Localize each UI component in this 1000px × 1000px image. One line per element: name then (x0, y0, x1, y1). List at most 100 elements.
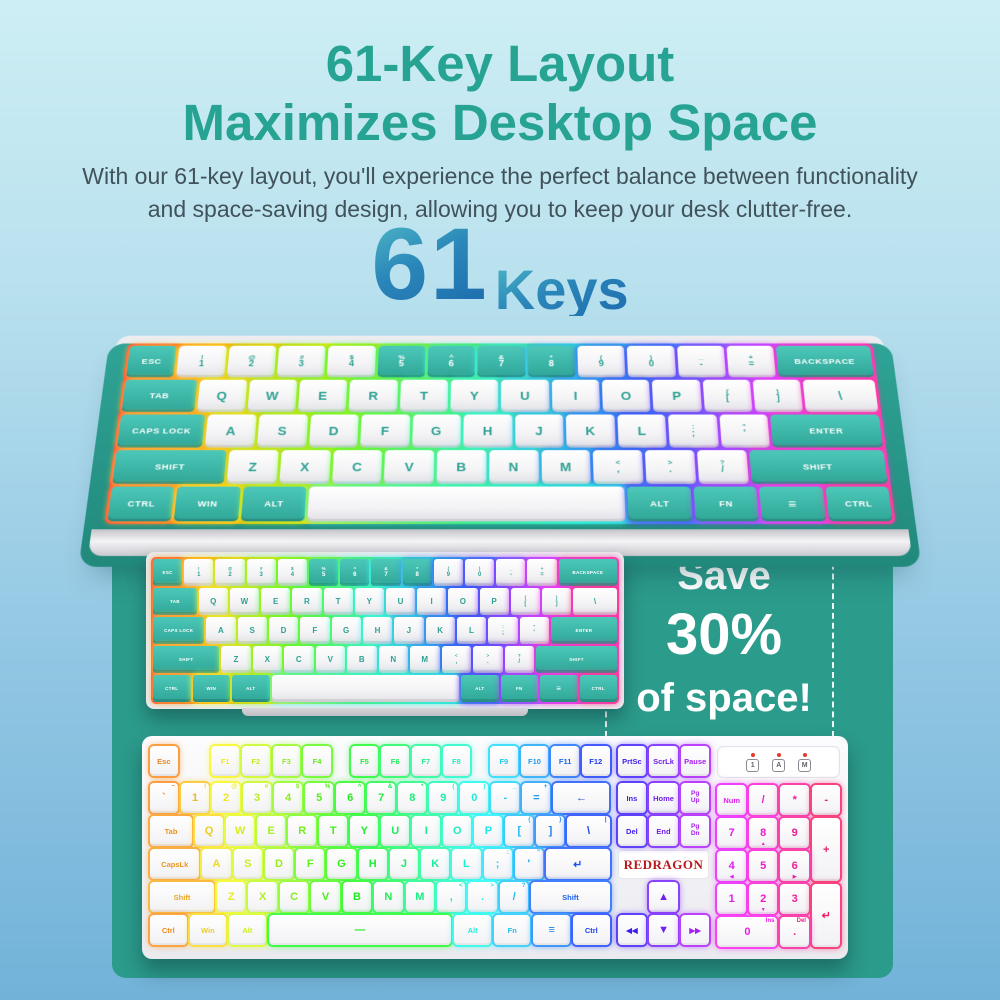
keycap: + = (726, 345, 777, 378)
keycap: {[ (510, 588, 541, 615)
keycap: ScrLk (649, 746, 678, 776)
keycap: 5 (748, 851, 778, 881)
keycap: C (279, 882, 309, 912)
keycap: O (601, 379, 652, 413)
keycap: P (652, 379, 702, 413)
title-line-1: 61-Key Layout (325, 35, 675, 92)
keycap: Del (617, 816, 647, 846)
keycap: V (315, 646, 346, 673)
keycap: T (323, 588, 353, 615)
keycap (271, 675, 459, 702)
keycap: }] (752, 379, 804, 413)
keyboard-row: CTRL WIN ALT ALT FN ≡ CTRL (153, 675, 617, 702)
keycap: C (284, 646, 314, 673)
key-gap (334, 746, 348, 776)
keycap: CAPS LOCK (153, 617, 205, 644)
keycap: F (300, 617, 330, 644)
keycap: E (298, 379, 348, 413)
keycap: M (410, 646, 440, 673)
key-count-number: 61 (371, 207, 489, 321)
keycap: V (384, 450, 435, 485)
keyboard-row: PrtSc ScrLk Pause (617, 746, 710, 776)
subtitle: With our 61-key layout, you'll experienc… (0, 160, 1000, 227)
keycap: E (261, 588, 291, 615)
keycap: FN (500, 675, 538, 702)
keycap: 2 @ (212, 783, 241, 813)
indicator-led: A (772, 752, 786, 772)
keycap: ALT (627, 486, 693, 522)
keycap: H (358, 849, 387, 879)
redragon-logo: REDRAGON (617, 850, 710, 879)
keycap: F (360, 414, 410, 448)
keycap: . > (468, 882, 497, 912)
keycap: ▶▶ (680, 915, 710, 945)
keycap: H (362, 617, 393, 644)
keycap: \ (803, 379, 879, 413)
keyboard-row: CTRL WIN ALT ALT FN ≡ CTRL (107, 486, 893, 522)
keycap: ← (553, 783, 610, 813)
key-gap (181, 746, 209, 776)
keycap: F4 (303, 746, 331, 776)
keycap: WIN (192, 675, 230, 702)
keyboard-row: Shift Z X C V B N M, <. > /? Shift (150, 882, 610, 912)
keycap: Q (195, 816, 224, 846)
keycap: 8 * (398, 783, 427, 813)
keycap: % 5 (309, 559, 339, 586)
keycap: CTRL (825, 486, 893, 522)
keycap: ↵ (811, 884, 841, 947)
keycap: P (474, 816, 503, 846)
led-dot (802, 752, 807, 757)
keycap: " ' (719, 414, 771, 448)
keycap: 6 ▶ (780, 851, 809, 881)
keycap: Q (198, 588, 228, 615)
keycap: End (649, 816, 678, 846)
keycap: BACKSPACE (558, 559, 618, 586)
keycap: _ - (676, 345, 727, 378)
keycap: U (501, 379, 550, 413)
keycap: F9 (490, 746, 518, 776)
subtitle-line-1: With our 61-key layout, you'll experienc… (82, 163, 918, 189)
keyboard-row: ◀◀ ▼ ▶▶ (617, 915, 710, 945)
keycap: @2 (215, 559, 245, 586)
keycap: * (780, 785, 809, 815)
keycap: SHIFT (112, 450, 227, 485)
keycap: _ - (496, 559, 526, 586)
keycap: CTRL (107, 486, 175, 522)
keycap: F6 (381, 746, 409, 776)
keycap: Pg Up (680, 783, 710, 813)
keycap: - _ (491, 783, 520, 813)
keycap: #3 (276, 345, 327, 378)
key-gap (618, 882, 647, 912)
keycap: CTRL (579, 675, 617, 702)
keycap: <, (592, 450, 644, 485)
keyboard-61-top-view: ESC! 1 @2 #3 $4% 5 ^ 6 & 7 * 8(9) 0 _ - + = BACKSPACE TAB Q… (146, 552, 624, 716)
keycap: & 7 (371, 559, 401, 586)
led-dot (750, 752, 755, 757)
keycap: I (417, 588, 447, 615)
keycap: + (811, 818, 841, 881)
keycap: G (327, 849, 356, 879)
keycap: S (237, 617, 267, 644)
keycap: ▲ (649, 882, 678, 912)
keycap: + = (527, 559, 557, 586)
keycap: PrtSc (617, 746, 647, 776)
keyboard-61-photo: ESC! 1 @2 #3 $4% 5 ^ 6 & 7 * 8(9) 0 _ - + = BACKSPACE TAB Q… (88, 292, 912, 556)
keycap: M (541, 450, 592, 485)
keycap: ` ~ (150, 783, 179, 813)
keycap: P (479, 588, 509, 615)
keycap: E (257, 816, 286, 846)
keycap: ]} (536, 816, 565, 846)
keyboard-row: CAPS LOCK A S D F G H J K L:; " ' ENTER (116, 414, 883, 448)
keycap: 4 ◀ (717, 851, 746, 881)
keycap: Alt (229, 915, 266, 945)
keycap: X (248, 882, 277, 912)
save-callout: Save 30% of space! (612, 552, 836, 721)
keycap: F12 (581, 746, 610, 776)
keycap: U (381, 816, 410, 846)
keycap: H (463, 414, 513, 448)
keycap: B (347, 646, 377, 673)
keycap: Win (189, 915, 227, 945)
keycap: 9 (780, 818, 809, 848)
keyboard-row: CAPS LOCK A S D F G H J K L:; " ' ENTER (153, 617, 617, 644)
keycap: ;: (483, 849, 512, 879)
